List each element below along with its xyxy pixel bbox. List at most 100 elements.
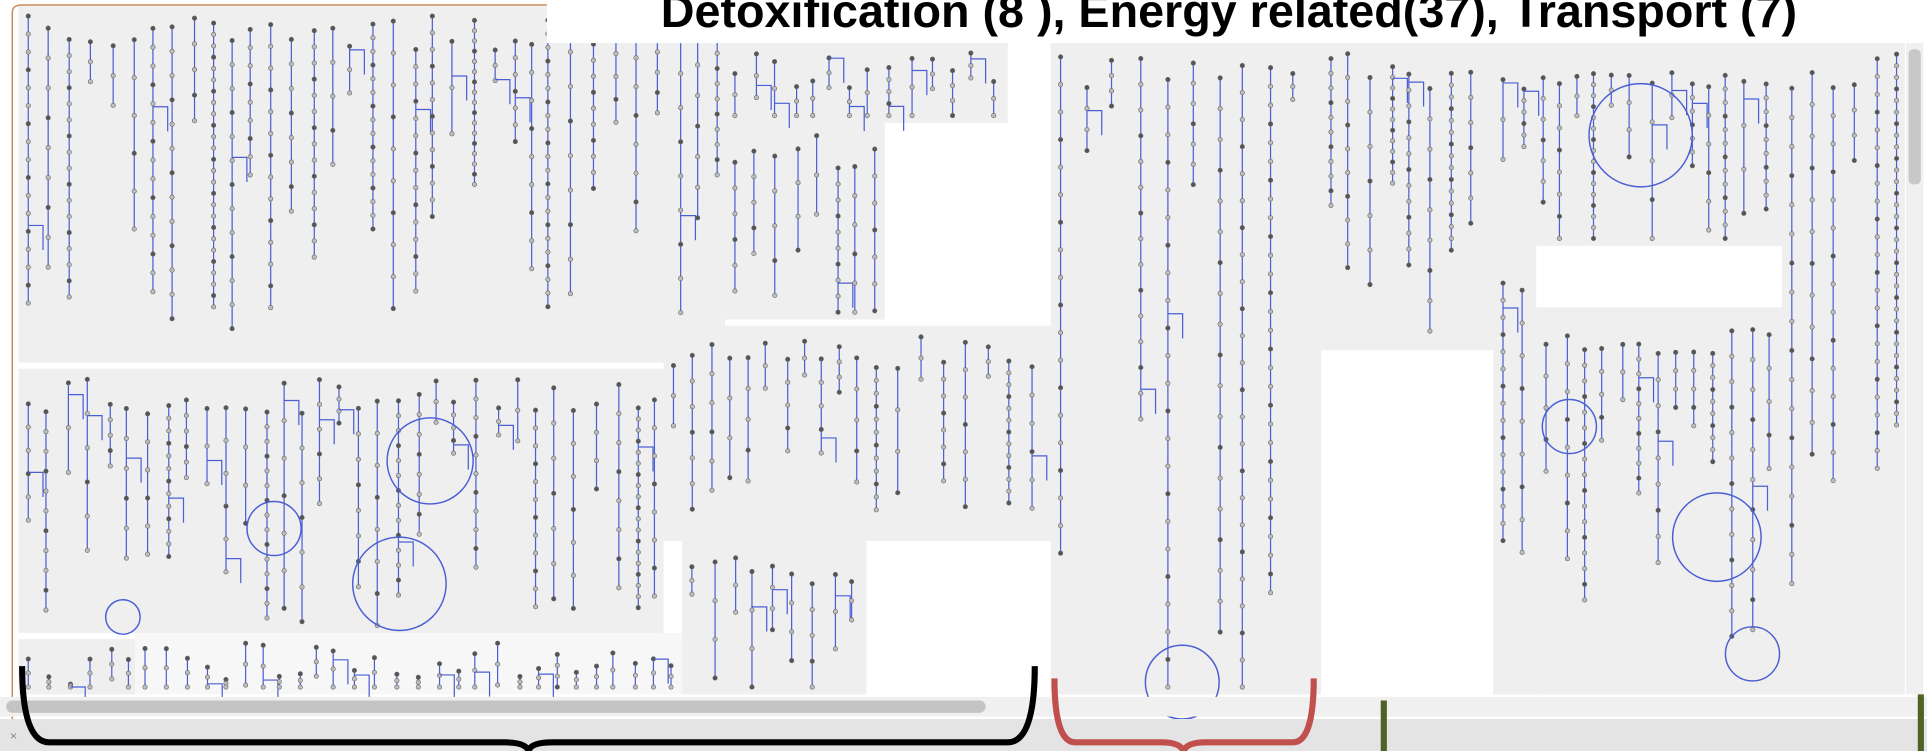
node [1750,597,1756,603]
node [809,684,815,690]
node [613,73,619,79]
node [416,471,422,477]
node [473,471,479,477]
node [545,290,551,296]
node [268,65,274,71]
node [1058,247,1064,253]
node [347,43,353,49]
node [772,188,778,194]
node [1217,136,1223,143]
node [594,663,600,669]
node [545,140,551,146]
node [1710,362,1716,368]
node [268,22,274,28]
node [635,471,641,478]
node [25,103,31,109]
node [281,568,287,574]
node [45,25,51,31]
node [1599,346,1605,352]
node [1268,571,1274,577]
edge [772,589,788,615]
node [1894,295,1900,301]
node [633,199,639,205]
node [472,651,478,657]
node [873,442,879,448]
node [1058,192,1064,198]
node [1367,178,1373,184]
node [311,173,317,179]
node [169,243,175,249]
node [512,122,518,128]
edge [474,671,491,697]
node [1367,109,1373,115]
node [1058,357,1064,363]
node [610,650,616,656]
node [670,363,676,369]
edge [680,215,697,241]
close-icon[interactable]: × [10,729,17,743]
node [573,669,579,675]
node [1874,430,1880,436]
node [633,228,639,234]
edge [835,595,851,621]
node [1268,477,1274,483]
node [223,503,229,509]
node [810,95,816,101]
node [515,407,521,413]
node [264,453,270,459]
vertical-scroll-thumb[interactable] [1908,49,1921,185]
node [1217,290,1223,296]
node [1636,490,1642,496]
node [1290,71,1296,77]
node [554,673,560,679]
node [268,283,274,289]
edge [1503,82,1519,108]
node [818,450,824,456]
node [635,494,641,500]
node [264,571,270,577]
node [895,448,901,454]
node [1582,362,1588,368]
node [533,550,539,556]
node [529,266,535,272]
node [593,429,600,435]
node [1766,432,1772,438]
node [772,258,778,264]
node [1894,376,1900,382]
edge [1652,124,1668,150]
node [268,218,274,224]
node [1390,117,1396,123]
node [772,292,778,298]
node [1729,608,1735,614]
node [1564,333,1570,339]
node [395,517,401,523]
node [1468,69,1474,75]
node [1729,455,1735,461]
node [1029,505,1035,511]
node [802,372,808,378]
node [1138,107,1144,113]
node [1521,144,1527,150]
node [1599,437,1605,443]
node [1564,556,1570,562]
node [1165,684,1171,690]
node [1894,98,1900,104]
node [1390,159,1396,165]
node [1722,140,1728,146]
node [941,410,947,416]
node [1763,164,1769,170]
node [941,393,947,399]
node [374,462,380,468]
node [471,151,478,157]
node [814,211,820,217]
node [1763,81,1769,87]
node [123,405,129,412]
node [1691,404,1697,410]
node [1590,126,1597,132]
node [785,379,791,385]
horizontal-scroll-thumb[interactable] [6,700,986,713]
node [1874,198,1880,204]
vertical-scrollbar[interactable] [1906,43,1924,695]
node [632,660,638,666]
node [1894,329,1900,335]
